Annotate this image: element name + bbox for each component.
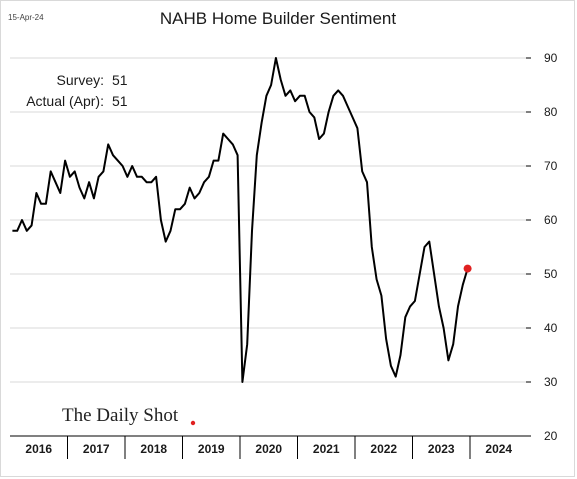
y-tick-label: 80 bbox=[544, 105, 558, 119]
y-tick-label: 50 bbox=[544, 267, 558, 281]
latest-value-marker bbox=[463, 264, 472, 273]
y-tick-label: 20 bbox=[544, 429, 558, 443]
survey-label: Survey: bbox=[57, 72, 104, 88]
x-tick-label: 2018 bbox=[140, 442, 167, 456]
actual-label: Actual (Apr): bbox=[26, 93, 104, 109]
logo-text: The Daily Shot bbox=[62, 405, 179, 426]
y-tick-label: 90 bbox=[544, 51, 558, 65]
survey-annotation: Survey: 51 Actual (Apr): 51 bbox=[26, 72, 128, 109]
x-tick-label: 2022 bbox=[370, 442, 397, 456]
x-tick-label: 2019 bbox=[198, 442, 225, 456]
x-tick-label: 2024 bbox=[485, 442, 512, 456]
logo: The Daily Shot bbox=[62, 405, 196, 426]
series-line bbox=[12, 57, 469, 383]
date-stamp: 15-Apr-24 bbox=[8, 13, 44, 22]
y-tick-label: 60 bbox=[544, 213, 558, 227]
x-tick-label: 2020 bbox=[255, 442, 282, 456]
x-tick-label: 2017 bbox=[83, 442, 110, 456]
y-tick-label: 70 bbox=[544, 159, 558, 173]
x-tick-label: 2023 bbox=[428, 442, 455, 456]
x-tick-label: 2016 bbox=[25, 442, 52, 456]
survey-value: 51 bbox=[112, 72, 128, 88]
chart-title: NAHB Home Builder Sentiment bbox=[160, 9, 396, 28]
actual-value: 51 bbox=[112, 93, 128, 109]
logo-dot bbox=[190, 420, 196, 426]
y-tick-label: 30 bbox=[544, 375, 558, 389]
x-tick-label: 2021 bbox=[313, 442, 340, 456]
y-axis: 20 30 40 50 60 70 80 90 bbox=[526, 51, 558, 443]
x-axis: 2016 2017 2018 2019 2020 2021 2022 2023 2024 bbox=[25, 436, 512, 459]
gridlines bbox=[10, 57, 526, 383]
y-tick-label: 40 bbox=[544, 321, 558, 335]
